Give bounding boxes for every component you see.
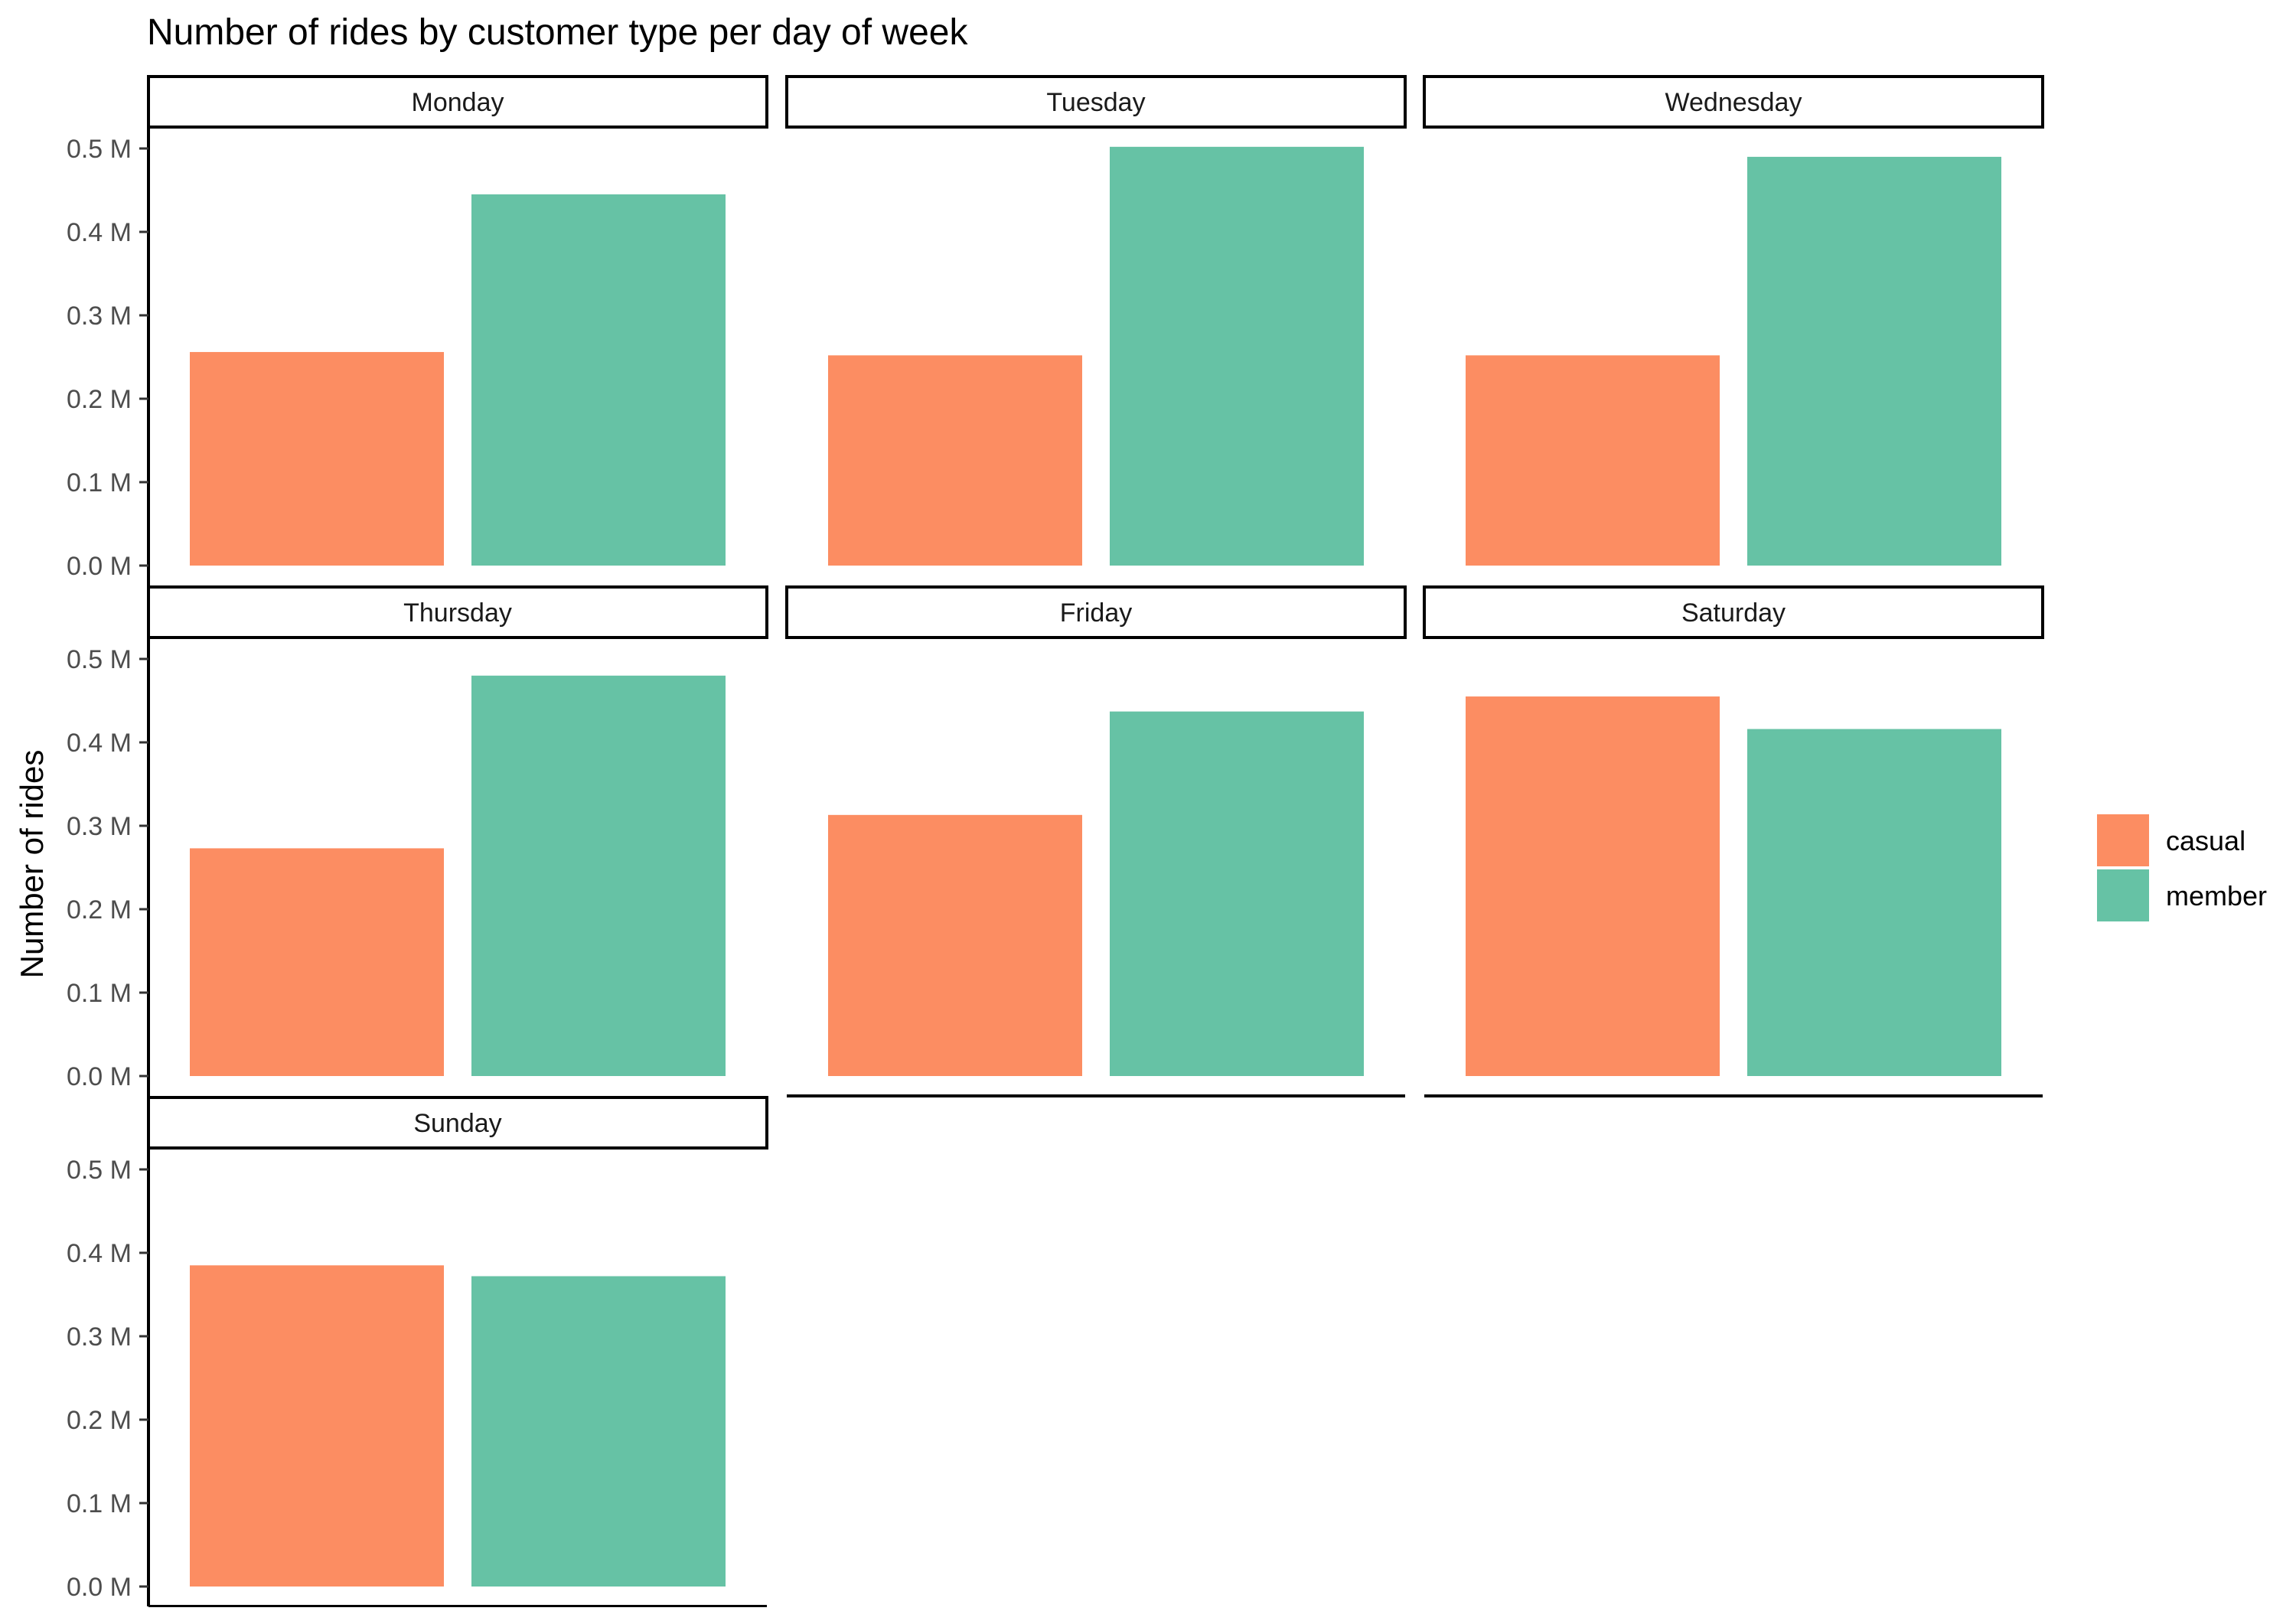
y-tick-label: 0.0 M <box>67 1062 132 1091</box>
facet-panels: Monday 0.0 M 0.1 M 0.2 M 0.3 M 0.4 M 0.5 M Tues… <box>67 75 2044 1608</box>
y-tick-label: 0.5 M <box>67 135 132 164</box>
y-axis-label: Number of rides <box>14 750 50 979</box>
legend-key <box>2097 814 2149 866</box>
facet-strip-label: Thursday <box>403 598 512 628</box>
facet-strip-label: Friday <box>1060 598 1132 628</box>
bar-member-wednesday <box>1747 156 2001 566</box>
bar-casual-tuesday <box>828 355 1082 566</box>
facet-panel-sunday: Sunday 0.0 M 0.1 M 0.2 M 0.3 M 0.4 M 0.5 M <box>67 1096 768 1608</box>
bar-casual-saturday <box>1466 696 1720 1076</box>
bar-casual-wednesday <box>1466 355 1720 566</box>
bar-casual-monday <box>190 351 444 566</box>
facet-strip <box>1423 585 2044 639</box>
bar-casual-sunday <box>190 1265 444 1587</box>
facet-strip-label: Sunday <box>413 1109 501 1138</box>
facet-panel-thursday: Thursday 0.0 M 0.1 M 0.2 M 0.3 M 0.4 M 0.5 M <box>67 585 768 1096</box>
facet-strip-label: Saturday <box>1681 598 1786 628</box>
bar-member-thursday <box>471 675 726 1076</box>
y-tick-label: 0.3 M <box>67 1322 132 1352</box>
y-tick-label: 0.2 M <box>67 1406 132 1435</box>
facet-strip <box>147 585 768 639</box>
bar-member-monday <box>471 194 726 566</box>
y-tick-label: 0.2 M <box>67 385 132 414</box>
y-tick-label: 0.3 M <box>67 302 132 331</box>
y-tick-label: 0.5 M <box>67 645 132 674</box>
y-tick-label: 0.0 M <box>67 552 132 581</box>
legend-item-casual: casual <box>2097 814 2245 866</box>
facet-strip-label: Tuesday <box>1046 88 1145 117</box>
legend-label: member <box>2166 880 2267 911</box>
facet-panel-monday: Monday 0.0 M 0.1 M 0.2 M 0.3 M 0.4 M 0.5 M <box>67 75 768 585</box>
bar-member-saturday <box>1747 729 2001 1076</box>
bar-member-tuesday <box>1110 146 1364 566</box>
y-tick-label: 0.1 M <box>67 979 132 1008</box>
y-tick-label: 0.4 M <box>67 218 132 247</box>
legend: casual member <box>2097 814 2267 921</box>
facet-panel-wednesday: Wednesday <box>1423 75 2044 566</box>
y-tick-label: 0.4 M <box>67 729 132 758</box>
y-tick-label: 0.3 M <box>67 812 132 841</box>
bar-member-sunday <box>471 1276 726 1587</box>
facet-panel-friday: Friday <box>785 585 1407 1097</box>
legend-item-member: member <box>2097 869 2267 921</box>
y-tick-label: 0.1 M <box>67 468 132 497</box>
bar-casual-thursday <box>190 848 444 1076</box>
facet-strip-label: Monday <box>412 88 504 117</box>
facet-strip <box>785 75 1407 129</box>
legend-key <box>2097 869 2149 921</box>
facet-strip <box>147 75 768 129</box>
facet-strip <box>147 1096 768 1150</box>
facet-panel-tuesday: Tuesday <box>785 75 1407 566</box>
bar-casual-friday <box>828 814 1082 1076</box>
facet-strip-label: Wednesday <box>1665 88 1802 117</box>
y-tick-label: 0.1 M <box>67 1489 132 1518</box>
bar-member-friday <box>1110 711 1364 1076</box>
facet-strip <box>785 585 1407 639</box>
chart-title: Number of rides by customer type per day… <box>147 12 968 53</box>
facet-strip <box>1423 75 2044 129</box>
facet-panel-saturday: Saturday <box>1423 585 2044 1097</box>
y-tick-label: 0.2 M <box>67 895 132 925</box>
y-tick-label: 0.0 M <box>67 1573 132 1602</box>
legend-label: casual <box>2166 825 2245 856</box>
y-tick-label: 0.4 M <box>67 1239 132 1268</box>
y-tick-label: 0.5 M <box>67 1156 132 1185</box>
